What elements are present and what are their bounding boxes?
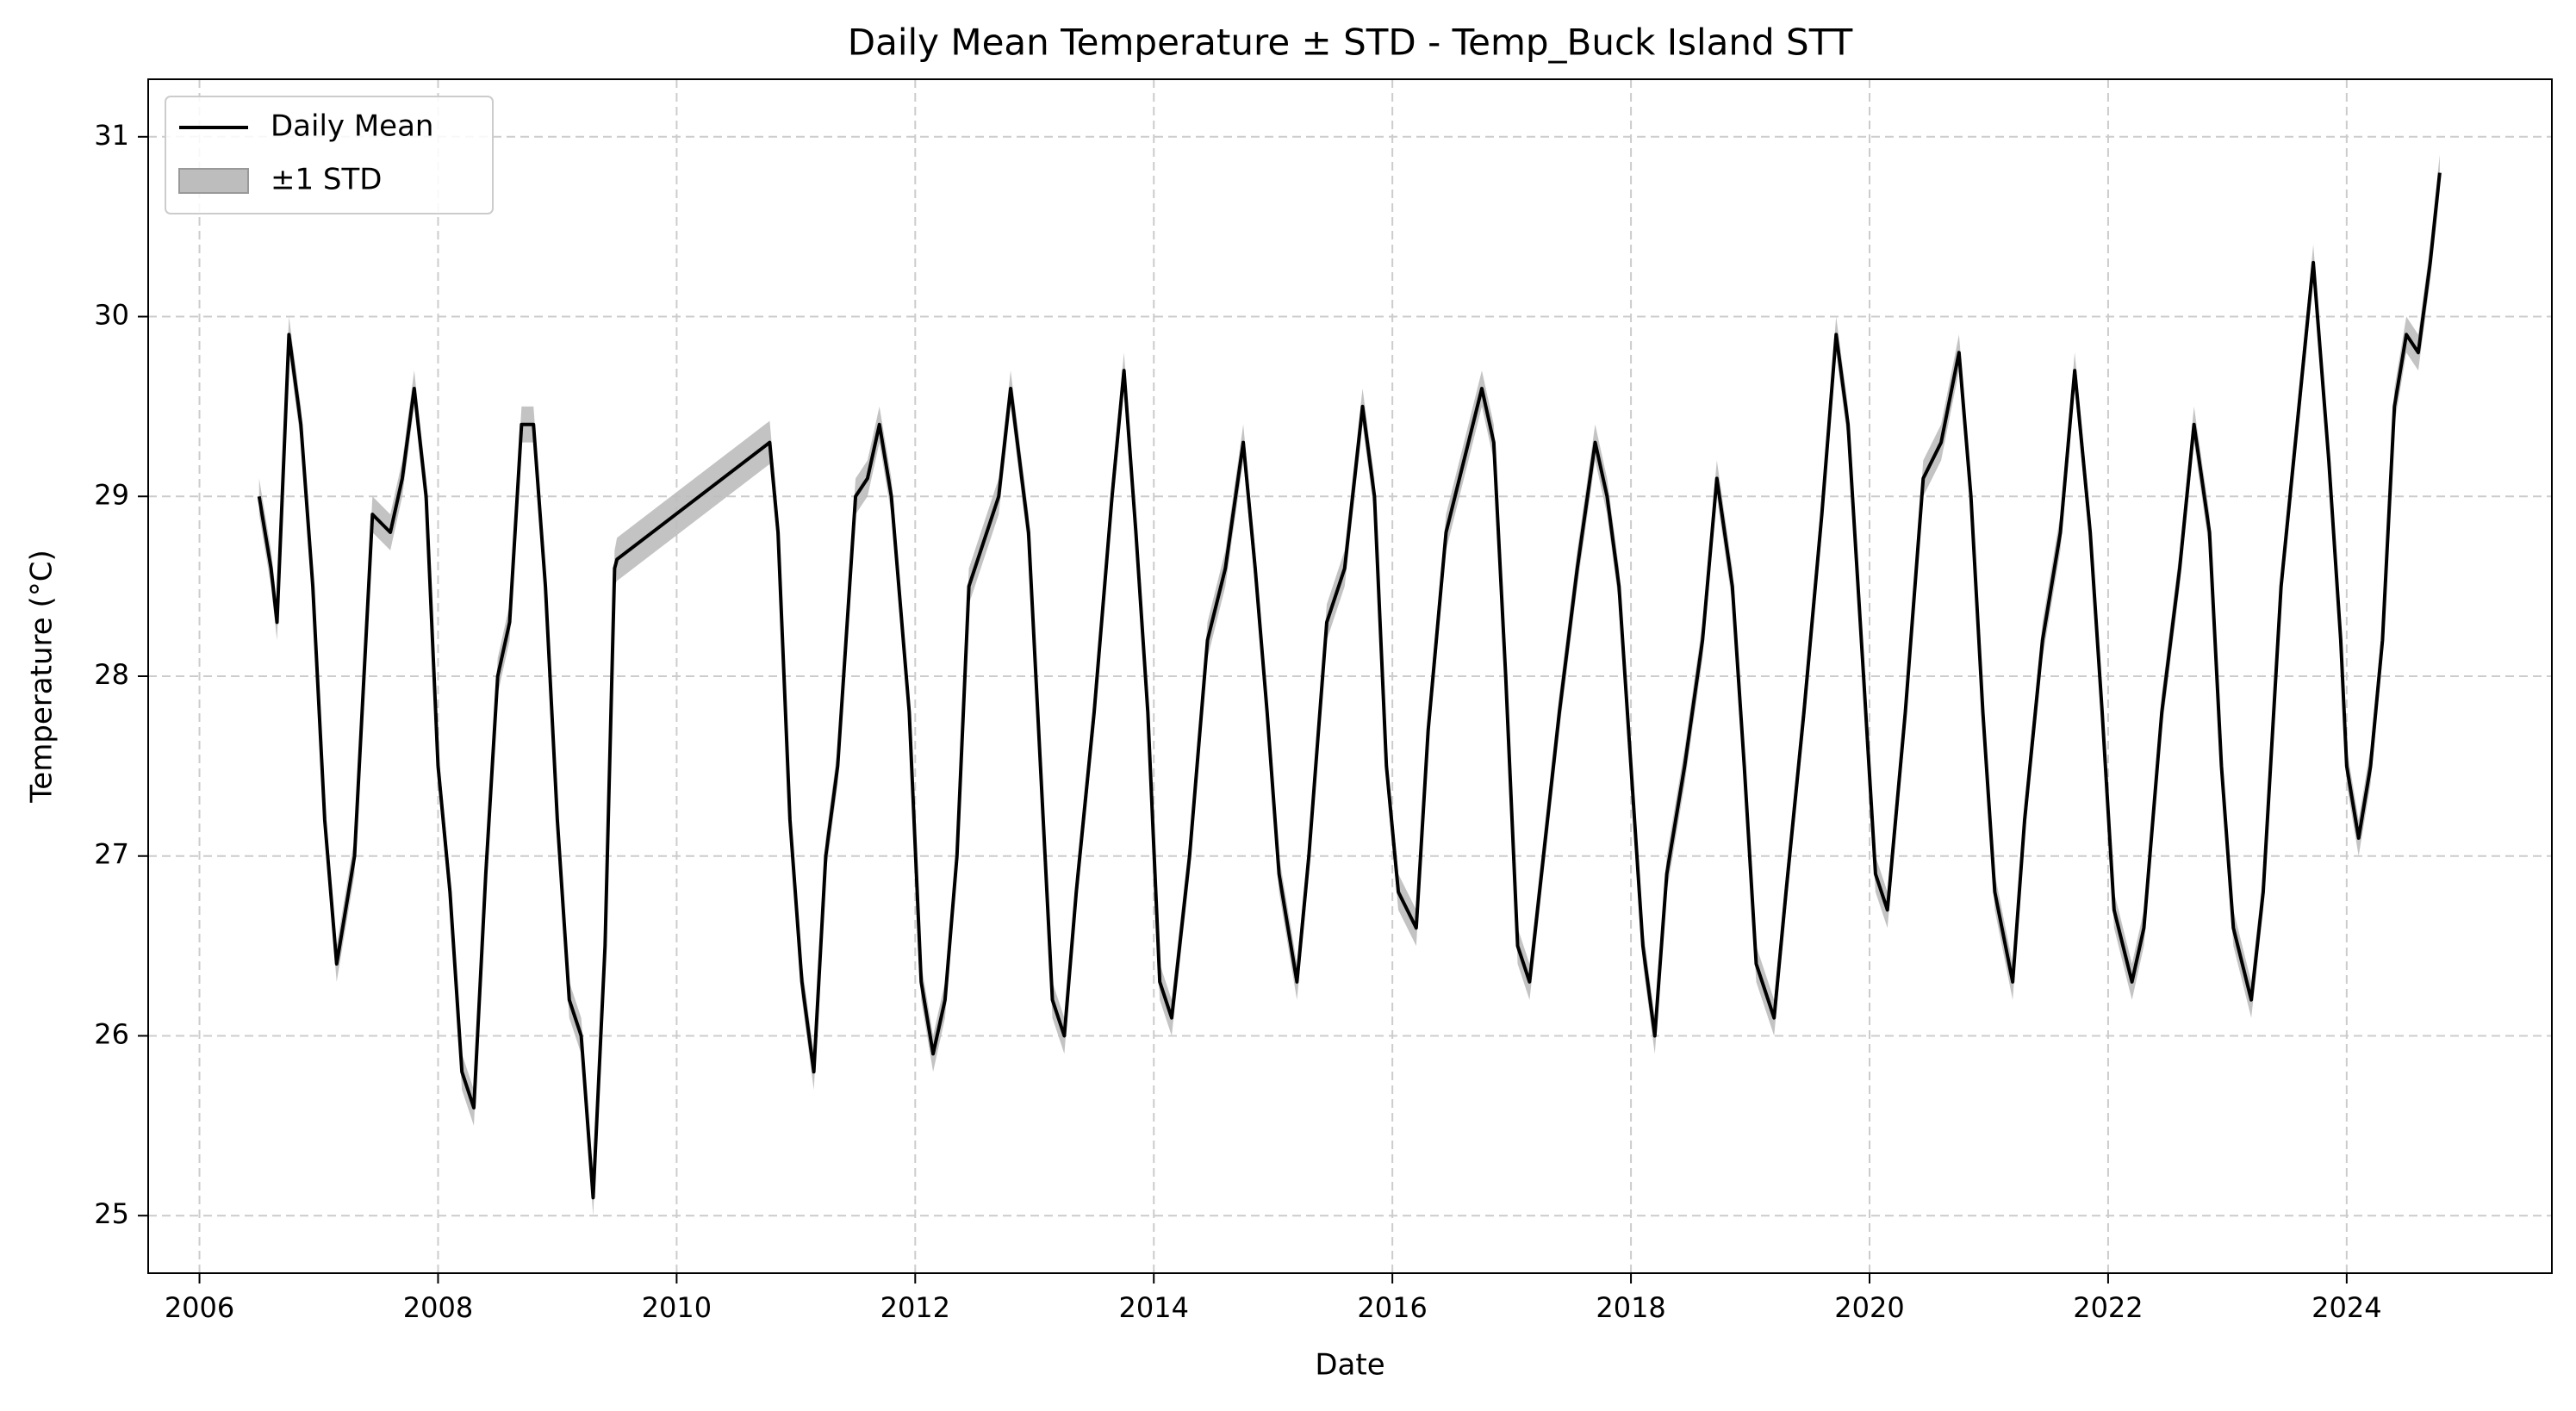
std-band xyxy=(258,154,2440,1216)
y-tick-label: 30 xyxy=(94,299,129,332)
x-tick-label: 2012 xyxy=(880,1291,950,1324)
x-axis-label: Date xyxy=(1315,1348,1384,1383)
y-tick-label: 25 xyxy=(94,1197,129,1230)
x-tick-label: 2020 xyxy=(1834,1291,1904,1324)
x-tick-label: 2024 xyxy=(2312,1291,2381,1324)
x-tick-label: 2010 xyxy=(642,1291,712,1324)
x-tick-label: 2018 xyxy=(1596,1291,1665,1324)
x-tick-label: 2022 xyxy=(2073,1291,2143,1324)
plot-frame xyxy=(147,78,2553,1274)
legend-label: Daily Mean xyxy=(271,109,433,144)
legend-label: ±1 STD xyxy=(271,163,382,197)
y-axis-label: Temperature (°C) xyxy=(25,550,59,803)
x-tick-label: 2006 xyxy=(165,1291,234,1324)
x-tick-label: 2014 xyxy=(1119,1291,1189,1324)
y-tick-label: 29 xyxy=(94,478,129,511)
y-tick-label: 26 xyxy=(94,1017,129,1050)
x-tick-label: 2016 xyxy=(1357,1291,1427,1324)
mean-line xyxy=(257,172,2442,1200)
y-tick-label: 31 xyxy=(94,119,129,152)
x-tick-label: 2008 xyxy=(403,1291,473,1324)
legend-band-swatch xyxy=(178,168,249,194)
chart-title: Daily Mean Temperature ± STD - Temp_Buck… xyxy=(848,22,1853,64)
y-tick-label: 27 xyxy=(94,838,129,871)
y-tick-label: 28 xyxy=(94,658,129,691)
